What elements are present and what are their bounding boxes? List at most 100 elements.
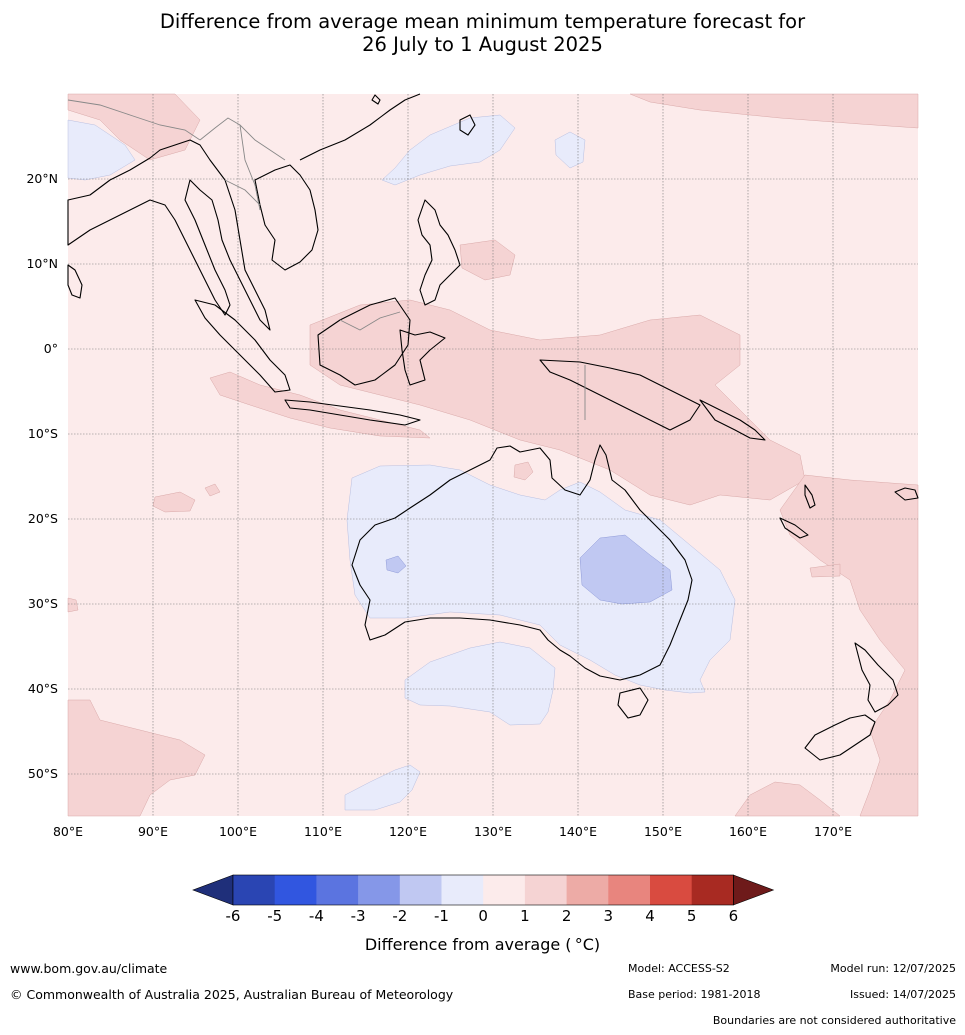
strong-cool-anomaly-areas xyxy=(385,534,673,605)
cool-region-south-china-sea xyxy=(381,114,516,186)
lon-label-140e: 140°E xyxy=(558,824,597,839)
footer-issued: Issued: 14/07/2025 xyxy=(849,988,956,1001)
footer-copyright: © Commonwealth of Australia 2025, Austra… xyxy=(10,987,454,1002)
lon-label-160e: 160°E xyxy=(728,824,767,839)
title-line-1: Difference from average mean minimum tem… xyxy=(159,10,806,33)
coastline-vanuatu xyxy=(804,484,816,509)
border-himalaya xyxy=(67,99,201,141)
colorbar-tick-label: -4 xyxy=(308,907,324,925)
colorbar-tick-label: -5 xyxy=(267,907,283,925)
colorbar-tick-label: -1 xyxy=(434,907,449,925)
coastline-fiji xyxy=(894,487,919,501)
colorbar-segment xyxy=(608,875,651,905)
colorbar-tick-label: 1 xyxy=(520,907,530,925)
warm-region-pacific-north xyxy=(629,93,919,129)
lat-label-30s: 30°S xyxy=(27,596,58,611)
footer-model-run: Model run: 12/07/2025 xyxy=(830,962,956,975)
colorbar-tick-label: 5 xyxy=(686,907,697,925)
colorbar-segment xyxy=(274,875,317,905)
coastline-new-guinea xyxy=(539,359,701,431)
map-title: Difference from average mean minimum tem… xyxy=(0,10,965,56)
border-indochina-2 xyxy=(239,124,261,211)
warm-region-indochina xyxy=(67,93,201,161)
colorbar-segment xyxy=(483,875,526,905)
warm-region-philippines-sea xyxy=(459,239,516,281)
warm-region-coral xyxy=(809,563,841,578)
colorbar-segment xyxy=(566,875,609,905)
colorbar-tick-label: -6 xyxy=(225,907,241,925)
colorbar-segment xyxy=(233,875,276,905)
footer-website[interactable]: www.bom.gov.au/climate xyxy=(10,961,168,976)
coastline-sumatra xyxy=(194,299,291,393)
footer-disclaimer: Boundaries are not considered authoritat… xyxy=(712,1014,956,1027)
coastline-borneo xyxy=(317,297,411,386)
coastline-hainan xyxy=(371,94,381,105)
coastline-china-east xyxy=(299,93,421,161)
coastline-solomon xyxy=(699,399,766,441)
cool-region-southern-ocean xyxy=(404,641,556,726)
coastline-mainland-asia xyxy=(67,139,271,331)
warm-region-indian-2 xyxy=(204,483,221,497)
colorbar-extend-high xyxy=(733,874,775,906)
border-borneo xyxy=(339,311,401,331)
footer-model: Model: ACCESS-S2 xyxy=(628,962,730,975)
lat-label-40s: 40°S xyxy=(27,681,58,696)
lat-label-50s: 50°S xyxy=(27,766,58,781)
cool-region-far-south xyxy=(344,764,421,811)
colorbar-extend-low xyxy=(192,874,234,906)
warm-region-kimberley xyxy=(513,461,534,481)
cool-region-australia xyxy=(346,464,736,694)
lat-label-10n: 10°N xyxy=(26,256,58,271)
colorbar-tick-label: -2 xyxy=(392,907,408,925)
lat-label-20s: 20°S xyxy=(27,511,58,526)
colorbar-segment xyxy=(691,875,734,905)
coastline-new-zealand-north xyxy=(854,642,899,713)
strong-cool-central-australia xyxy=(579,534,673,605)
colorbar-tick-label: 6 xyxy=(728,907,739,925)
colorbar-tick-label: -3 xyxy=(350,907,366,925)
colorbar-segment xyxy=(399,875,442,905)
colorbar-segment xyxy=(316,875,359,905)
coastline-new-zealand-south xyxy=(804,714,876,761)
title-line-2: 26 July to 1 August 2025 xyxy=(362,33,603,56)
colorbar-title: Difference from average ( °C) xyxy=(364,935,601,954)
warm-region-southwest xyxy=(67,699,206,817)
warm-anomaly-areas xyxy=(67,93,919,817)
lat-label-20n: 20°N xyxy=(26,171,58,186)
lon-label-130e: 130°E xyxy=(473,824,512,839)
strong-cool-western-australia xyxy=(385,555,407,574)
warm-region-east xyxy=(779,474,919,817)
coastline-australia xyxy=(351,444,693,681)
coastline-sulawesi xyxy=(399,329,446,386)
lon-label-150e: 150°E xyxy=(643,824,682,839)
cool-anomaly-areas xyxy=(67,114,736,811)
coastlines xyxy=(67,93,919,761)
lon-label-110e: 110°E xyxy=(303,824,342,839)
coastline-tasmania xyxy=(617,687,649,719)
lon-label-90e: 90°E xyxy=(137,824,169,839)
colorbar-segment xyxy=(524,875,567,905)
coastline-java xyxy=(284,399,421,426)
border-indochina-3 xyxy=(224,179,261,206)
lon-label-120e: 120°E xyxy=(388,824,427,839)
colorbar-tick-label: 4 xyxy=(645,907,655,925)
cool-region-pacific-small xyxy=(554,131,586,169)
lat-label-0: 0° xyxy=(43,341,58,356)
cool-region-bay-of-bengal xyxy=(67,119,136,181)
coastline-taiwan xyxy=(459,114,476,136)
coastline-new-caledonia xyxy=(779,517,809,539)
colorbar xyxy=(192,874,775,906)
lon-label-100e: 100°E xyxy=(218,824,257,839)
warm-region-south-pacific xyxy=(734,781,841,817)
warm-region-maritime xyxy=(309,299,806,506)
country-borders xyxy=(67,99,586,420)
gridlines xyxy=(68,94,918,816)
lon-label-170e: 170°E xyxy=(813,824,852,839)
colorbar-tick-label: 2 xyxy=(561,907,572,925)
colorbar-outline xyxy=(232,874,734,906)
colorbar-segment xyxy=(650,875,693,905)
lat-label-10s: 10°S xyxy=(27,426,58,441)
colorbar-segment xyxy=(441,875,484,905)
footer-base-period: Base period: 1981-2018 xyxy=(628,988,761,1001)
